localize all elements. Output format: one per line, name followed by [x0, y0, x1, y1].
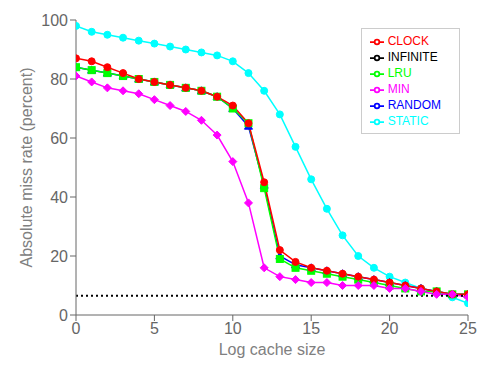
svg-text:100: 100: [41, 12, 68, 29]
svg-text:10: 10: [224, 320, 242, 337]
svg-text:Absolute miss rate (percent): Absolute miss rate (percent): [18, 67, 35, 267]
html-text:CLOCK: CLOCK: [387, 34, 429, 48]
svg-text:80: 80: [50, 71, 68, 88]
html-text:MIN: MIN: [387, 82, 410, 96]
svg-text:0: 0: [72, 320, 81, 337]
html-text:STATIC: STATIC: [387, 114, 429, 128]
svg-text:Log cache size: Log cache size: [219, 341, 326, 358]
svg-text:15: 15: [302, 320, 320, 337]
svg-text:60: 60: [50, 130, 68, 147]
svg-text:25: 25: [459, 320, 477, 337]
svg-text:5: 5: [150, 320, 159, 337]
html-text:INFINITE: INFINITE: [387, 50, 438, 64]
svg-text:20: 20: [381, 320, 399, 337]
html-text:LRU: LRU: [387, 66, 412, 80]
svg-text:20: 20: [50, 248, 68, 265]
svg-text:0: 0: [59, 307, 68, 324]
svg-text:40: 40: [50, 189, 68, 206]
html-text:RANDOM: RANDOM: [387, 98, 441, 112]
